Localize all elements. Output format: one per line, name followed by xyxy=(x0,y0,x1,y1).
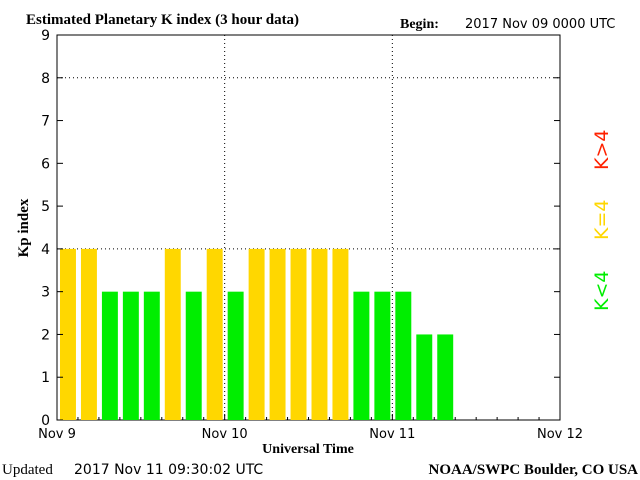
kp-bar xyxy=(437,334,454,420)
legend-above-4: K>4 xyxy=(591,130,613,170)
begin-value: 2017 Nov 09 0000 UTC xyxy=(465,17,615,32)
plot-area xyxy=(56,34,561,421)
kp-bar xyxy=(374,291,391,420)
y-tick-label: 0 xyxy=(41,413,50,429)
kp-bar xyxy=(80,248,97,420)
x-axis-title: Universal Time xyxy=(262,442,354,457)
kp-bar xyxy=(353,291,370,420)
kp-bar xyxy=(416,334,433,420)
y-tick-label: 7 xyxy=(41,114,50,130)
kp-bar xyxy=(143,291,160,420)
kp-bar xyxy=(164,248,181,420)
x-tick-label: Nov 11 xyxy=(369,427,415,442)
y-tick-label: 1 xyxy=(41,370,50,386)
y-tick-label: 9 xyxy=(41,28,50,44)
x-tick-label: Nov 10 xyxy=(202,427,248,442)
y-tick-label: 3 xyxy=(41,285,50,301)
kp-bar xyxy=(185,291,202,420)
kp-bar xyxy=(60,248,76,420)
kp-bar xyxy=(290,248,307,420)
kp-bar xyxy=(122,291,139,420)
kp-bar xyxy=(269,248,286,420)
y-tick-label: 5 xyxy=(41,199,50,215)
y-tick-label: 8 xyxy=(41,71,50,87)
bars-group xyxy=(60,248,454,420)
y-axis-ticks: 0 1 2 3 4 5 6 7 8 9 xyxy=(41,28,560,429)
kp-bar xyxy=(395,291,412,420)
chart-title: Estimated Planetary K index (3 hour data… xyxy=(26,12,299,28)
y-axis-title: Kp index xyxy=(16,198,32,257)
updated-value: 2017 Nov 11 09:30:02 UTC xyxy=(74,462,263,478)
y-tick-label: 2 xyxy=(41,327,50,343)
legend-below-4: K<4 xyxy=(591,271,613,311)
kp-bar xyxy=(311,248,328,420)
kp-bar xyxy=(101,291,118,420)
grid-lines xyxy=(57,35,560,420)
x-tick-label: Nov 9 xyxy=(38,427,76,442)
x-tick-label: Nov 12 xyxy=(537,427,583,442)
updated-label: Updated xyxy=(2,462,53,478)
x-axis-ticks: Nov 9 Nov 10 Nov 11 Nov 12 xyxy=(38,414,583,442)
kp-bar xyxy=(248,248,265,420)
kp-bar xyxy=(332,248,349,420)
kp-bar xyxy=(206,248,223,420)
source-credit: NOAA/SWPC Boulder, CO USA xyxy=(429,462,639,478)
y-tick-label: 6 xyxy=(41,156,50,172)
begin-label: Begin: xyxy=(400,17,439,32)
kp-bar xyxy=(227,291,244,420)
legend-equal-4: K=4 xyxy=(591,200,613,240)
y-tick-label: 4 xyxy=(41,242,50,258)
